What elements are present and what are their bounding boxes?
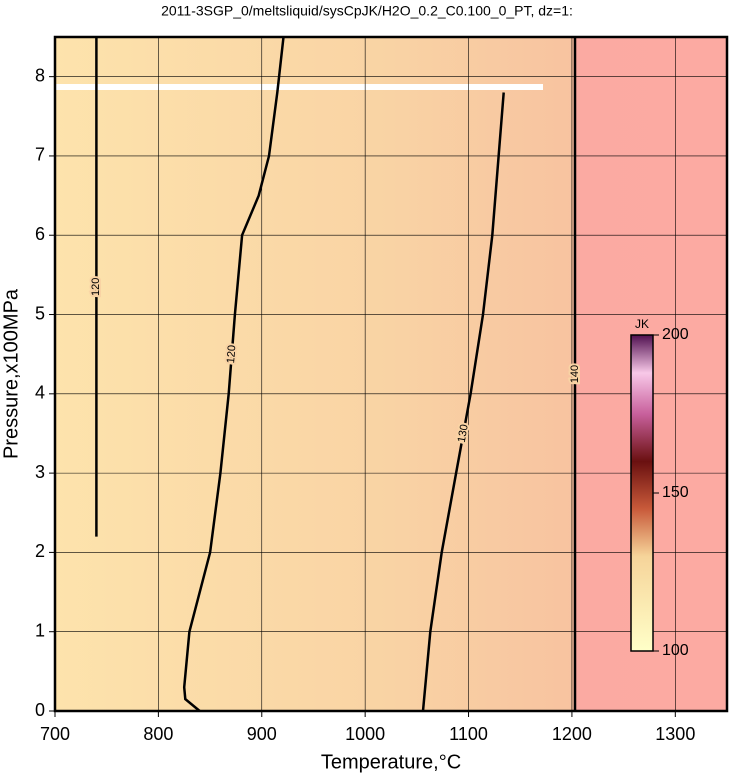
y-tick-label: 5 bbox=[35, 303, 45, 323]
frame bbox=[53, 35, 729, 713]
y-tick-label: 8 bbox=[35, 65, 45, 85]
y-tick-label: 2 bbox=[35, 541, 45, 561]
x-tick-label: 1300 bbox=[655, 724, 695, 744]
colorbar-tick-label: 150 bbox=[662, 484, 689, 501]
x-axis-label: Temperature,°C bbox=[321, 751, 461, 773]
y-tick-label: 6 bbox=[35, 224, 45, 244]
colorbar bbox=[630, 334, 654, 652]
y-tick-label: 4 bbox=[35, 383, 45, 403]
ticks: 700 800 900 1000 1100 1200 1300 0 1 2 3 4 5 6 7 8 100 150… bbox=[35, 65, 695, 743]
x-tick-label: 1200 bbox=[552, 724, 592, 744]
colorbar-label: JK bbox=[635, 317, 649, 331]
contour-label: 120 bbox=[90, 278, 102, 296]
contour-label: 130 bbox=[456, 423, 471, 443]
y-tick-label: 7 bbox=[35, 145, 45, 165]
colorbar-tick-label: 100 bbox=[662, 642, 689, 659]
x-tick-label: 800 bbox=[143, 724, 173, 744]
grid bbox=[54, 37, 727, 712]
field bbox=[55, 37, 727, 711]
x-tick-label: 900 bbox=[247, 724, 277, 744]
data-gap bbox=[55, 84, 543, 90]
colorbar-tick-label: 200 bbox=[662, 326, 689, 343]
y-axis-label: Pressure,x100MPa bbox=[0, 288, 22, 459]
x-tick-label: 1100 bbox=[449, 724, 488, 744]
y-tick-label: 0 bbox=[35, 700, 45, 720]
y-tick-label: 1 bbox=[35, 620, 45, 640]
x-tick-label: 1000 bbox=[345, 724, 385, 744]
chart-title: 2011-3SGP_0/meltsliquid/sysCpJK/H2O_0.2_… bbox=[161, 3, 573, 19]
contour-line bbox=[421, 92, 505, 712]
x-tick-label: 700 bbox=[40, 724, 70, 744]
y-tick-label: 3 bbox=[35, 462, 45, 482]
contour-label: 140 bbox=[569, 365, 581, 383]
contour-label: 120 bbox=[225, 345, 238, 364]
contours: 120 120 130 140 bbox=[88, 36, 583, 712]
contour-line bbox=[182, 36, 285, 712]
